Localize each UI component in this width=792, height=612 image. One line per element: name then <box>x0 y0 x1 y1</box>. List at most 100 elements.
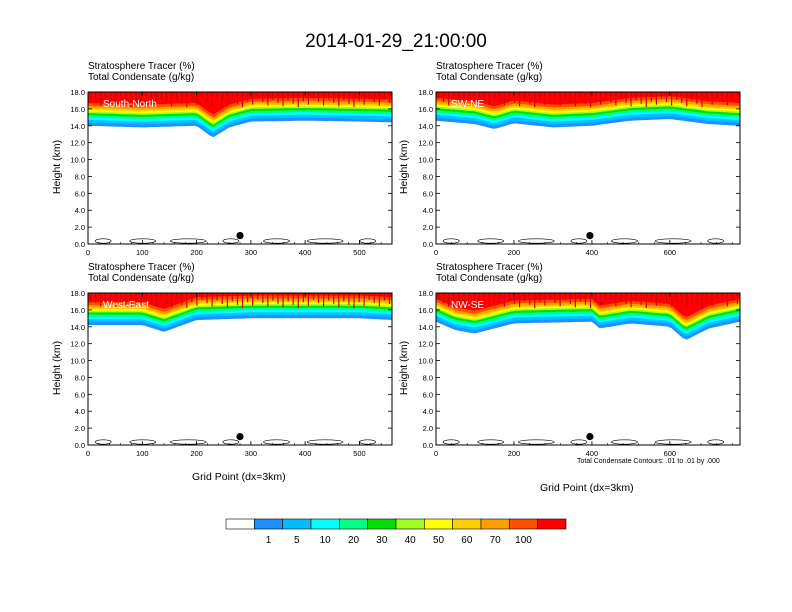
y-tick-label: 2.0 <box>75 424 85 433</box>
tracer-spike <box>691 293 693 302</box>
tracer-spike <box>508 293 511 301</box>
tracer-spike <box>100 92 102 106</box>
tracer-spike <box>437 92 440 99</box>
tracer-spike <box>701 293 703 309</box>
x-tick-label: 300 <box>245 248 258 257</box>
y-tick-label: 0.0 <box>75 441 85 450</box>
tracer-spike <box>236 92 239 104</box>
x-axis-label: Grid Point (dx=3km) <box>192 471 286 483</box>
tracer-spike <box>282 293 284 308</box>
tracer-spike <box>524 293 526 302</box>
y-tick-label: 16.0 <box>418 306 433 315</box>
tracer-spike <box>640 92 642 104</box>
x-tick-label: 100 <box>136 449 149 458</box>
tracer-spike <box>262 92 264 103</box>
y-tick-label: 6.0 <box>75 390 85 399</box>
tracer-spike <box>519 293 521 308</box>
tracer-spike <box>211 92 213 106</box>
tracer-spike <box>328 293 330 301</box>
tracer-spike <box>554 293 556 304</box>
tracer-spike <box>140 293 142 306</box>
tracer-spike <box>105 293 107 301</box>
tracer-spike <box>150 92 152 103</box>
panel-subtitle-tracer: Stratosphere Tracer (%) <box>436 262 543 273</box>
colorbar-label: 30 <box>376 535 388 546</box>
tracer-spike <box>600 92 602 105</box>
tracer-spike <box>458 92 460 103</box>
x-tick-label: 0 <box>86 449 90 458</box>
colorbar <box>225 518 567 530</box>
colorbar-label: 70 <box>489 535 501 546</box>
condensate-contour <box>263 439 290 445</box>
tracer-spike <box>711 92 713 105</box>
tracer-spike <box>610 293 612 304</box>
tracer-spike <box>211 293 213 307</box>
condensate-contour <box>611 238 638 244</box>
condensate-contour <box>477 439 505 445</box>
tracer-spike <box>468 92 470 101</box>
tracer-spike <box>635 293 637 302</box>
colorbar-label: 5 <box>294 535 300 546</box>
y-tick-label: 12.0 <box>418 139 433 148</box>
tracer-spike <box>625 92 627 103</box>
panel-subtitle-tracer: Stratosphere Tracer (%) <box>88 262 195 273</box>
tracer-spike <box>358 293 360 303</box>
tracer-spike <box>130 92 132 108</box>
condensate-contour <box>611 439 638 445</box>
tracer-spike <box>216 293 218 301</box>
tracer-spike <box>635 92 637 101</box>
tracer-spike <box>731 293 733 301</box>
tracer-spike <box>569 92 571 103</box>
tracer-spike <box>196 293 198 306</box>
tracer-spike <box>302 293 304 303</box>
y-tick-label: 2.0 <box>423 424 433 433</box>
tracer-spike <box>120 293 122 302</box>
condensate-contour <box>94 238 112 244</box>
y-tick-label: 12.0 <box>70 139 85 148</box>
tracer-spike <box>115 92 117 107</box>
tracer-spike <box>650 293 652 303</box>
tracer-spike <box>363 92 365 105</box>
tracer-spike <box>706 293 708 303</box>
panel-subtitle-condensate: Total Condensate (g/kg) <box>436 72 543 83</box>
station-marker <box>236 232 244 240</box>
tracer-spike <box>671 92 673 106</box>
tracer-spike <box>221 92 223 103</box>
tracer-spike <box>231 293 233 302</box>
tracer-spike <box>348 92 350 104</box>
panel-subtitle-tracer: Stratosphere Tracer (%) <box>88 61 195 72</box>
y-tick-label: 16.0 <box>70 105 85 114</box>
tracer-spike <box>448 92 450 106</box>
condensate-contour <box>442 238 460 244</box>
tracer-spike <box>135 92 137 102</box>
colorbar-swatch <box>225 518 255 530</box>
x-tick-label: 500 <box>353 248 366 257</box>
tracer-spike <box>135 293 137 303</box>
panel-subtitle-condensate: Total Condensate (g/kg) <box>88 72 195 83</box>
tracer-spike <box>630 293 632 308</box>
panel-subtitle-tracer: Stratosphere Tracer (%) <box>436 61 543 72</box>
condensate-contour <box>306 238 344 244</box>
tracer-spike <box>297 293 299 309</box>
panel-nw-se: 0.0 2.0 4.0 6.0 8.0 10.0 12.0 14.0 16.0 18.0 0 200 4… <box>418 289 741 458</box>
colorbar-swatch <box>254 518 283 530</box>
tracer-spike <box>343 92 345 101</box>
y-tick-label: 0.0 <box>75 240 85 249</box>
tracer-spike <box>186 293 188 309</box>
tracer-spike <box>307 293 309 306</box>
tracer-spike <box>89 293 92 300</box>
tracer-spike <box>529 293 531 305</box>
tracer-spike <box>498 293 500 304</box>
tracer-spike <box>206 92 208 103</box>
tracer-spike <box>277 92 279 103</box>
tracer-spike <box>373 293 375 304</box>
tracer-spike <box>579 293 581 302</box>
tracer-spike <box>277 293 279 304</box>
tracer-band-10 <box>436 92 740 106</box>
tracer-spike <box>272 92 274 100</box>
tracer-spike <box>539 293 541 303</box>
condensate-contour <box>654 439 692 445</box>
tracer-spike <box>610 92 612 103</box>
tracer-spike <box>267 293 269 307</box>
